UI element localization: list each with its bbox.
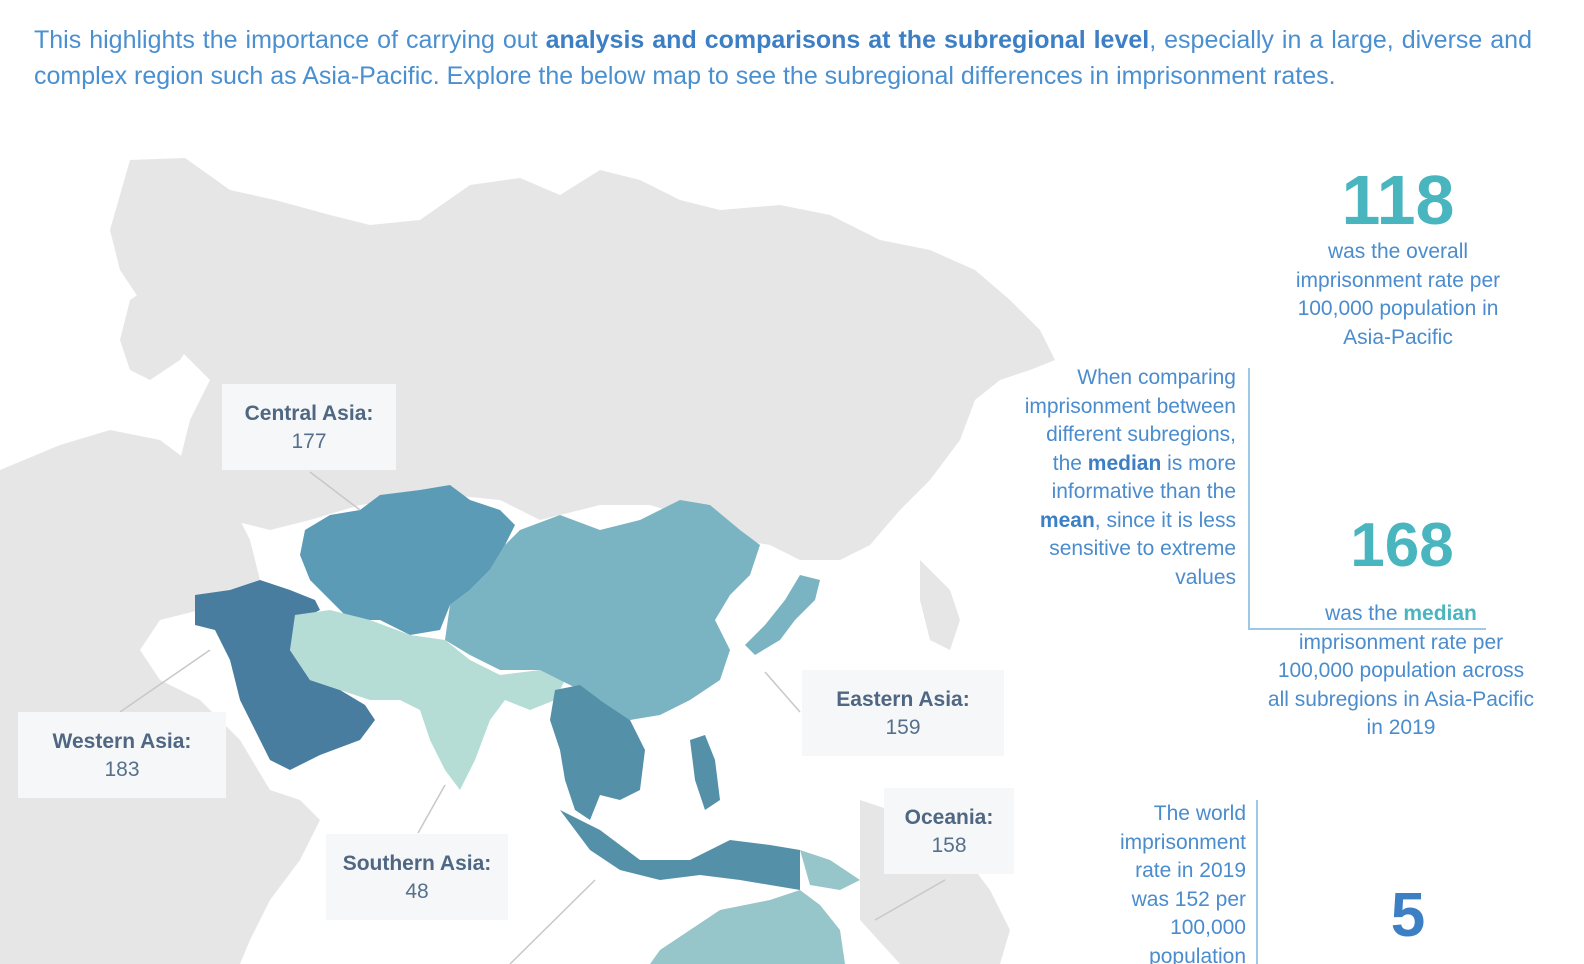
region-japan[interactable] [745, 575, 820, 655]
label-western-asia[interactable]: Western Asia: 183 [18, 712, 226, 798]
region-philippines[interactable] [690, 735, 720, 810]
intro-bold-phrase: analysis and comparisons at the subregio… [545, 26, 1150, 54]
leader-southern-asia [417, 784, 446, 834]
label-southern-asia[interactable]: Southern Asia: 48 [326, 834, 508, 920]
region-indonesia[interactable] [560, 810, 800, 890]
label-western-asia-name: Western Asia: [52, 730, 192, 753]
region-western-asia[interactable] [195, 580, 375, 770]
median-explanation-note: When comparing imprisonment between diff… [1024, 366, 1236, 589]
leader-south-eastern-asia [509, 879, 596, 964]
region-eastern-asia[interactable] [445, 500, 760, 720]
region-oceania-png[interactable] [800, 850, 860, 890]
leader-oceania [874, 879, 946, 921]
leader-eastern-asia [764, 671, 801, 713]
label-oceania-value: 158 [931, 834, 967, 857]
median-note-divider-horizontal [1248, 628, 1486, 630]
median-rate-number: 168 [1350, 511, 1454, 580]
label-eastern-asia[interactable]: Eastern Asia: 159 [802, 670, 1004, 756]
leader-western-asia [119, 649, 211, 713]
world-rate-note: The world imprisonment rate in 2019 was … [1119, 802, 1246, 964]
overall-rate-text: was the overall imprisonment rate per 10… [1295, 240, 1501, 349]
label-oceania[interactable]: Oceania: 158 [884, 788, 1014, 874]
label-central-asia[interactable]: Central Asia: 177 [222, 384, 396, 470]
region-south-eastern-asia[interactable] [550, 685, 645, 820]
label-central-asia-value: 177 [291, 430, 327, 453]
label-western-asia-value: 183 [104, 758, 140, 781]
intro-paragraph: This highlights the importance of carryi… [34, 26, 1532, 90]
label-southern-asia-name: Southern Asia: [342, 852, 492, 875]
median-note-divider-vertical [1248, 368, 1250, 630]
region-oceania[interactable] [650, 890, 845, 964]
overall-rate-number: 118 [1341, 161, 1455, 239]
label-eastern-asia-value: 159 [885, 716, 921, 739]
label-oceania-name: Oceania: [904, 806, 994, 829]
label-central-asia-name: Central Asia: [244, 402, 374, 425]
third-stat-number: 5 [1390, 881, 1426, 950]
label-southern-asia-value: 48 [405, 880, 429, 903]
median-rate-text: was the median imprisonment rate per 100… [1267, 602, 1535, 739]
label-eastern-asia-name: Eastern Asia: [836, 688, 970, 711]
leader-central-asia [309, 471, 361, 511]
region-southern-asia[interactable] [290, 610, 565, 790]
region-central-asia[interactable] [300, 485, 515, 635]
world-note-divider-vertical [1256, 800, 1258, 964]
